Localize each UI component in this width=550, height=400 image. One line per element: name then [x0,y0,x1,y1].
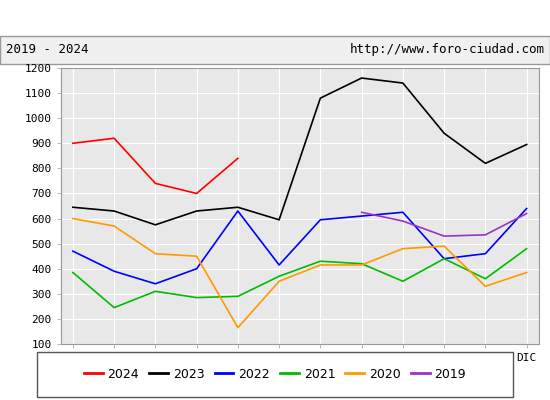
Text: http://www.foro-ciudad.com: http://www.foro-ciudad.com [349,44,544,56]
Legend: 2024, 2023, 2022, 2021, 2020, 2019: 2024, 2023, 2022, 2021, 2020, 2019 [79,362,471,386]
Text: Evolucion Nº Turistas Nacionales en el municipio de Tona: Evolucion Nº Turistas Nacionales en el m… [57,10,493,26]
FancyBboxPatch shape [37,352,513,398]
Text: 2019 - 2024: 2019 - 2024 [6,44,88,56]
